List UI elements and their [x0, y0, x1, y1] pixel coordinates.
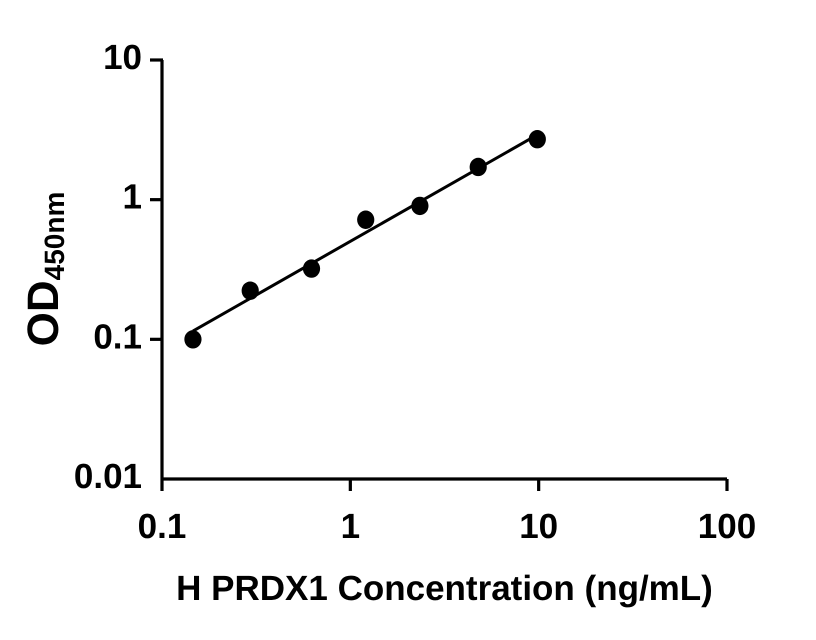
svg-text:0.01: 0.01: [74, 457, 142, 496]
svg-text:1: 1: [123, 178, 142, 217]
svg-text:100: 100: [698, 507, 756, 546]
svg-text:10: 10: [519, 507, 558, 546]
svg-text:1: 1: [341, 507, 360, 546]
svg-text:H PRDX1 Concentration (ng/mL): H PRDX1 Concentration (ng/mL): [176, 569, 713, 608]
svg-text:10: 10: [103, 38, 142, 77]
svg-text:0.1: 0.1: [138, 507, 187, 546]
svg-text:0.1: 0.1: [93, 317, 142, 356]
svg-text:OD450nm: OD450nm: [19, 192, 70, 347]
